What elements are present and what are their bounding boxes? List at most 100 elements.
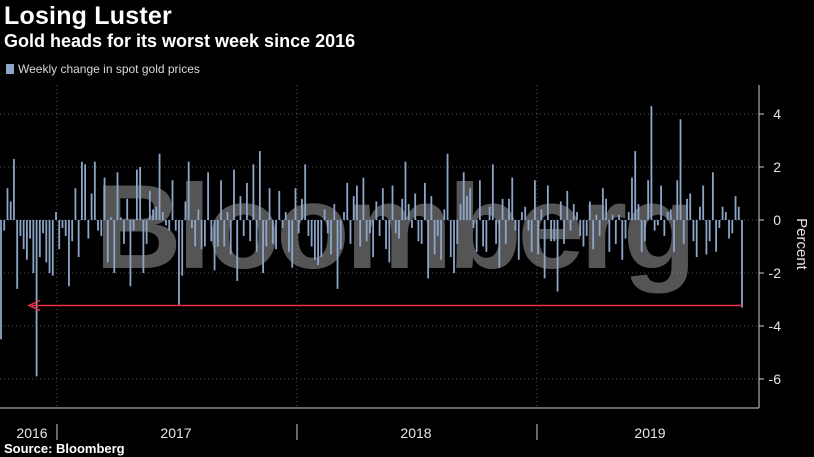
bar <box>673 220 675 252</box>
y-axis-label: Percent <box>793 218 810 271</box>
x-tick-label: 2017 <box>160 425 191 441</box>
bar <box>291 220 294 268</box>
x-tick-label: 2016 <box>16 425 47 441</box>
bar <box>9 201 12 220</box>
bar <box>372 220 375 258</box>
source-note: Source: Bloomberg <box>4 441 125 456</box>
bar <box>346 182 349 220</box>
bar <box>336 220 339 289</box>
bar <box>485 220 488 252</box>
bar <box>572 204 575 220</box>
bar <box>116 172 119 220</box>
bar <box>446 153 449 220</box>
bar <box>456 220 459 244</box>
bar <box>521 212 523 220</box>
bar <box>226 212 229 220</box>
bar <box>123 220 125 244</box>
bar <box>695 220 698 258</box>
bar <box>524 206 527 220</box>
bar <box>679 119 682 220</box>
bar <box>601 188 604 220</box>
bar <box>462 172 465 220</box>
bar <box>479 180 481 220</box>
bar <box>669 209 672 220</box>
axes <box>0 85 760 440</box>
y-tick-label: 4 <box>773 106 781 122</box>
bar <box>343 212 345 220</box>
bar <box>686 198 688 220</box>
bar <box>281 220 284 228</box>
legend-label: Weekly change in spot gold prices <box>18 62 200 76</box>
bar <box>84 164 87 220</box>
bar <box>242 220 245 236</box>
bar <box>142 220 145 273</box>
bar <box>365 220 368 242</box>
bar <box>391 185 394 220</box>
bar <box>129 220 132 287</box>
bar <box>495 220 497 244</box>
bar <box>491 164 494 220</box>
bar <box>200 220 203 250</box>
bar <box>155 206 158 220</box>
bar <box>440 220 442 260</box>
bar <box>148 190 151 220</box>
bar <box>731 220 734 234</box>
bar <box>566 190 569 220</box>
bar <box>87 220 90 239</box>
bar <box>637 204 640 220</box>
bar <box>689 193 692 220</box>
bar <box>692 220 695 242</box>
bar <box>174 220 177 231</box>
bar <box>51 220 54 276</box>
bloomberg-watermark: Bloomberg <box>95 160 692 294</box>
bar <box>582 220 585 247</box>
bar <box>359 220 362 247</box>
bar <box>375 201 378 220</box>
bar <box>705 220 708 255</box>
bar <box>239 196 242 220</box>
bar <box>246 182 248 220</box>
bar <box>184 201 187 220</box>
bar <box>488 206 491 220</box>
bar <box>414 193 417 220</box>
bar <box>136 169 138 220</box>
y-tick-label: -2 <box>769 265 782 281</box>
bar <box>614 220 617 244</box>
bar <box>275 220 277 250</box>
bar <box>436 220 439 236</box>
bar <box>349 220 352 244</box>
bar <box>161 212 164 220</box>
bar <box>404 161 407 220</box>
bar <box>48 220 51 273</box>
bar <box>394 220 397 234</box>
bar <box>728 220 730 239</box>
bar <box>93 161 96 220</box>
bar <box>100 220 103 236</box>
bar <box>605 198 607 220</box>
bar <box>301 198 303 220</box>
bar <box>530 220 533 252</box>
bar <box>126 198 129 220</box>
bar <box>168 220 171 231</box>
bar <box>514 220 517 231</box>
bar <box>249 220 252 242</box>
bar <box>718 220 721 228</box>
bar <box>288 220 290 252</box>
bar <box>207 172 209 220</box>
bar <box>540 209 543 220</box>
bar <box>708 220 711 242</box>
bar <box>220 180 222 220</box>
bar <box>64 220 67 236</box>
bar <box>356 185 358 220</box>
bar <box>618 214 620 220</box>
bar <box>427 220 430 279</box>
bar <box>417 220 420 242</box>
bar <box>411 220 413 228</box>
bar <box>517 220 520 260</box>
bar <box>433 220 436 255</box>
bar <box>252 164 255 220</box>
bar <box>71 220 74 242</box>
bar <box>378 220 381 236</box>
bar <box>553 220 556 242</box>
bar <box>278 190 281 220</box>
